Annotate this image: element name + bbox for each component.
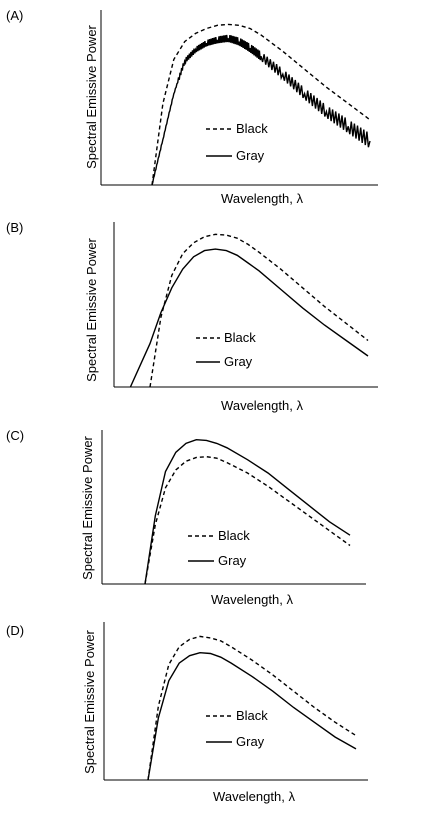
panel-d-legend-gray-label: Gray bbox=[236, 734, 265, 749]
panel-d-gray-series-line bbox=[147, 651, 357, 781]
panel-c-legend-gray-label: Gray bbox=[218, 553, 247, 568]
panel-a-label: (A) bbox=[6, 8, 23, 23]
panel-d-label: (D) bbox=[6, 623, 24, 638]
panel-d-black-series-line bbox=[147, 635, 357, 781]
panel-a-xlabel: Wavelength, λ bbox=[221, 191, 303, 206]
panel-d-legend-black-label: Black bbox=[236, 708, 268, 723]
panel-a-legend-gray-label: Gray bbox=[236, 148, 265, 163]
panel-b-gray-series-line bbox=[129, 248, 369, 388]
panel-b-legend-gray-label: Gray bbox=[224, 354, 253, 369]
panel-c: (C) Spectral Emissive Power Wavelength, … bbox=[6, 428, 366, 607]
panel-d-ylabel: Spectral Emissive Power bbox=[82, 629, 97, 773]
panel-a-legend-black-label: Black bbox=[236, 121, 268, 136]
panel-a: (A) Spectral Emissive Power Wavelength, … bbox=[6, 8, 378, 206]
panel-d-xlabel: Wavelength, λ bbox=[213, 789, 295, 804]
panel-c-xlabel: Wavelength, λ bbox=[211, 592, 293, 607]
panel-c-ylabel: Spectral Emissive Power bbox=[80, 435, 95, 579]
panel-b-label: (B) bbox=[6, 220, 23, 235]
panel-d: (D) Spectral Emissive Power Wavelength, … bbox=[6, 622, 368, 804]
panel-c-black-series-line bbox=[144, 455, 351, 585]
panel-b-legend-black-label: Black bbox=[224, 330, 256, 345]
panel-a-ylabel: Spectral Emissive Power bbox=[84, 24, 99, 168]
panel-c-gray-series-line bbox=[144, 438, 351, 585]
panel-b-black-series-line bbox=[149, 233, 369, 388]
panel-b-xlabel: Wavelength, λ bbox=[221, 398, 303, 413]
panel-c-label: (C) bbox=[6, 428, 24, 443]
panel-a-gray-series-line bbox=[151, 34, 371, 186]
panel-b: (B) Spectral Emissive Power Wavelength, … bbox=[6, 220, 378, 413]
panel-c-legend-black-label: Black bbox=[218, 528, 250, 543]
panel-b-ylabel: Spectral Emissive Power bbox=[84, 237, 99, 381]
